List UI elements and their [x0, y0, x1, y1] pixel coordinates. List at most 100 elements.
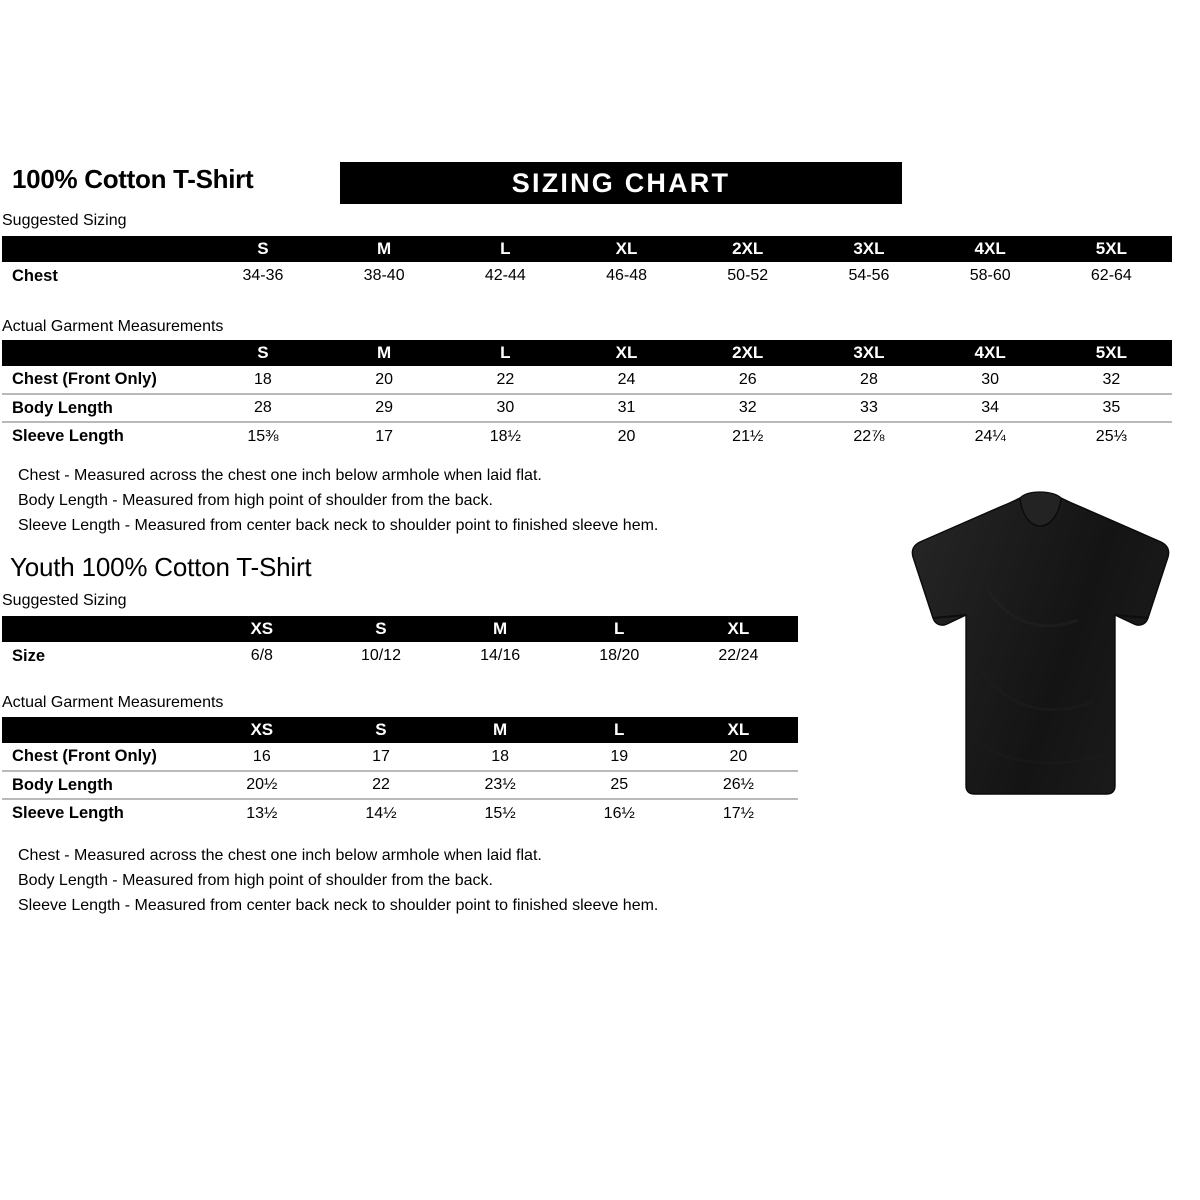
youth-suggested-sizing-caption: Suggested Sizing: [2, 592, 127, 609]
column-header-l: L: [500, 239, 511, 258]
cell-sleevelength-l: 16½: [559, 798, 679, 827]
cell-sleevelength-s: 15⅜: [202, 421, 324, 450]
adult-actual-measurements-caption: Actual Garment Measurements: [2, 318, 224, 335]
adult-note-body-length: Body Length - Measured from high point o…: [18, 492, 493, 509]
column-header-m: M: [377, 239, 392, 258]
column-header-xl: XL: [727, 619, 750, 638]
cell-chestfront-l: 22: [496, 370, 515, 388]
cell-chestfront-5xl: 32: [1102, 370, 1121, 388]
adult-note-sleeve-length: Sleeve Length - Measured from center bac…: [18, 517, 659, 534]
table-row: Body Length 28 29 30 31 32 33 34 35: [2, 393, 1172, 422]
column-header-s: S: [257, 343, 269, 362]
youth-actual-measurements-caption: Actual Garment Measurements: [2, 694, 224, 711]
column-header-2xl: 2XL: [732, 343, 764, 362]
youth-actual-measurements-table: XS S M L XL Chest (Front Only) 16 17 18 …: [2, 717, 798, 827]
cell-sleevelength-2xl: 21½: [687, 421, 809, 450]
row-label-body-length: Body Length: [2, 393, 203, 422]
cell-bodylength-2xl: 32: [687, 393, 809, 422]
cell-chestfront-m: 20: [375, 370, 394, 388]
column-header-rowlabel: [2, 236, 202, 262]
cell-chestfront-s: 17: [372, 747, 390, 765]
column-header-xl: XL: [615, 343, 638, 362]
cell-chestfront-xl: 24: [617, 370, 636, 388]
table-row: Size 6/8 10/12 14/16 18/20 22/24: [2, 642, 798, 670]
adult-actual-measurements-table: S M L XL 2XL 3XL 4XL 5XL Chest (Front On…: [2, 340, 1172, 450]
adult-measurement-notes: Chest - Measured across the chest one in…: [18, 463, 658, 538]
table-header-row: XS S M L XL: [2, 616, 798, 642]
column-header-xl: XL: [727, 720, 750, 739]
table-row: Sleeve Length 15⅜ 17 18½ 20 21½ 22⅞ 24¼ …: [2, 421, 1172, 450]
column-header-s: S: [375, 619, 387, 638]
cell-bodylength-s: 22: [321, 770, 441, 799]
column-header-rowlabel: [2, 616, 202, 642]
column-header-5xl: 5XL: [1095, 343, 1127, 362]
cell-bodylength-5xl: 35: [1050, 393, 1172, 422]
cell-chest-l: 42-44: [484, 267, 526, 284]
cell-chestfront-4xl: 30: [981, 370, 1000, 388]
cell-sleevelength-m: 17: [323, 421, 445, 450]
cell-chestfront-2xl: 26: [738, 370, 757, 388]
cell-size-m: 14/16: [480, 647, 521, 664]
cell-size-xl: 22/24: [718, 647, 759, 664]
row-label-chest: Chest: [12, 266, 58, 285]
cell-sleevelength-3xl: 22⅞: [808, 421, 930, 450]
column-header-l: L: [500, 343, 511, 362]
sizing-chart-banner-label: SIZING CHART: [511, 167, 731, 198]
cell-sleevelength-m: 15½: [440, 798, 560, 827]
cell-sleevelength-xl: 17½: [678, 798, 798, 827]
cell-size-xs: 6/8: [250, 647, 273, 664]
youth-section-title: Youth 100% Cotton T-Shirt: [10, 552, 312, 582]
row-label-sleeve-length: Sleeve Length: [2, 421, 203, 450]
cell-sleevelength-l: 18½: [444, 421, 566, 450]
table-header-row: S M L XL 2XL 3XL 4XL 5XL: [2, 236, 1172, 262]
row-label-size: Size: [12, 646, 46, 665]
cell-size-s: 10/12: [360, 647, 401, 664]
table-header-row: S M L XL 2XL 3XL 4XL 5XL: [2, 340, 1172, 366]
cell-sleevelength-5xl: 25⅓: [1050, 421, 1172, 450]
cell-bodylength-l: 30: [444, 393, 566, 422]
table-row: Chest 34-36 38-40 42-44 46-48 50-52 54-5…: [2, 262, 1172, 290]
cell-sleevelength-xs: 13½: [202, 798, 322, 827]
sizing-chart-banner: SIZING CHART: [340, 162, 902, 204]
column-header-5xl: 5XL: [1095, 239, 1127, 258]
cell-bodylength-s: 28: [202, 393, 324, 422]
column-header-4xl: 4XL: [974, 239, 1006, 258]
column-header-2xl: 2XL: [732, 239, 764, 258]
adult-suggested-sizing-caption: Suggested Sizing: [2, 212, 127, 229]
cell-sleevelength-4xl: 24¼: [929, 421, 1051, 450]
adult-note-chest: Chest - Measured across the chest one in…: [18, 467, 542, 484]
cell-chest-3xl: 54-56: [848, 267, 890, 284]
cell-bodylength-3xl: 33: [808, 393, 930, 422]
cell-chest-4xl: 58-60: [969, 267, 1011, 284]
cell-chest-2xl: 50-52: [727, 267, 769, 284]
column-header-xl: XL: [615, 239, 638, 258]
cell-size-l: 18/20: [599, 647, 640, 664]
cell-chest-m: 38-40: [363, 267, 405, 284]
cell-sleevelength-s: 14½: [321, 798, 441, 827]
column-header-m: M: [377, 343, 392, 362]
column-header-m: M: [493, 619, 508, 638]
cell-chest-xl: 46-48: [606, 267, 647, 284]
cell-bodylength-xl: 26½: [678, 770, 798, 799]
cell-bodylength-xl: 31: [565, 393, 688, 422]
cell-bodylength-m: 23½: [440, 770, 560, 799]
cell-chest-s: 34-36: [242, 267, 284, 284]
cell-chestfront-m: 18: [491, 747, 509, 765]
column-header-3xl: 3XL: [853, 343, 885, 362]
adult-section-title: 100% Cotton T-Shirt: [12, 164, 254, 194]
column-header-rowlabel: [2, 340, 202, 366]
cell-chestfront-l: 19: [610, 747, 629, 765]
youth-note-body-length: Body Length - Measured from high point o…: [18, 872, 493, 889]
column-header-xs: XS: [250, 619, 274, 638]
adult-suggested-sizing-table: S M L XL 2XL 3XL 4XL 5XL Chest 34-36 38-…: [2, 236, 1172, 290]
table-row: Chest (Front Only) 18 20 22 24 26 28 30 …: [2, 366, 1172, 394]
column-header-s: S: [375, 720, 387, 739]
header-row: 100% Cotton T-Shirt SIZING CHART: [0, 162, 1200, 208]
cell-chestfront-s: 18: [254, 370, 272, 388]
youth-suggested-sizing-table: XS S M L XL Size 6/8 10/12 14/16 18/20 2…: [2, 616, 798, 670]
cell-chestfront-xl: 20: [729, 747, 748, 765]
column-header-4xl: 4XL: [974, 343, 1006, 362]
cell-bodylength-4xl: 34: [929, 393, 1051, 422]
column-header-l: L: [614, 619, 625, 638]
row-label-chest-front-only: Chest (Front Only): [12, 747, 157, 765]
